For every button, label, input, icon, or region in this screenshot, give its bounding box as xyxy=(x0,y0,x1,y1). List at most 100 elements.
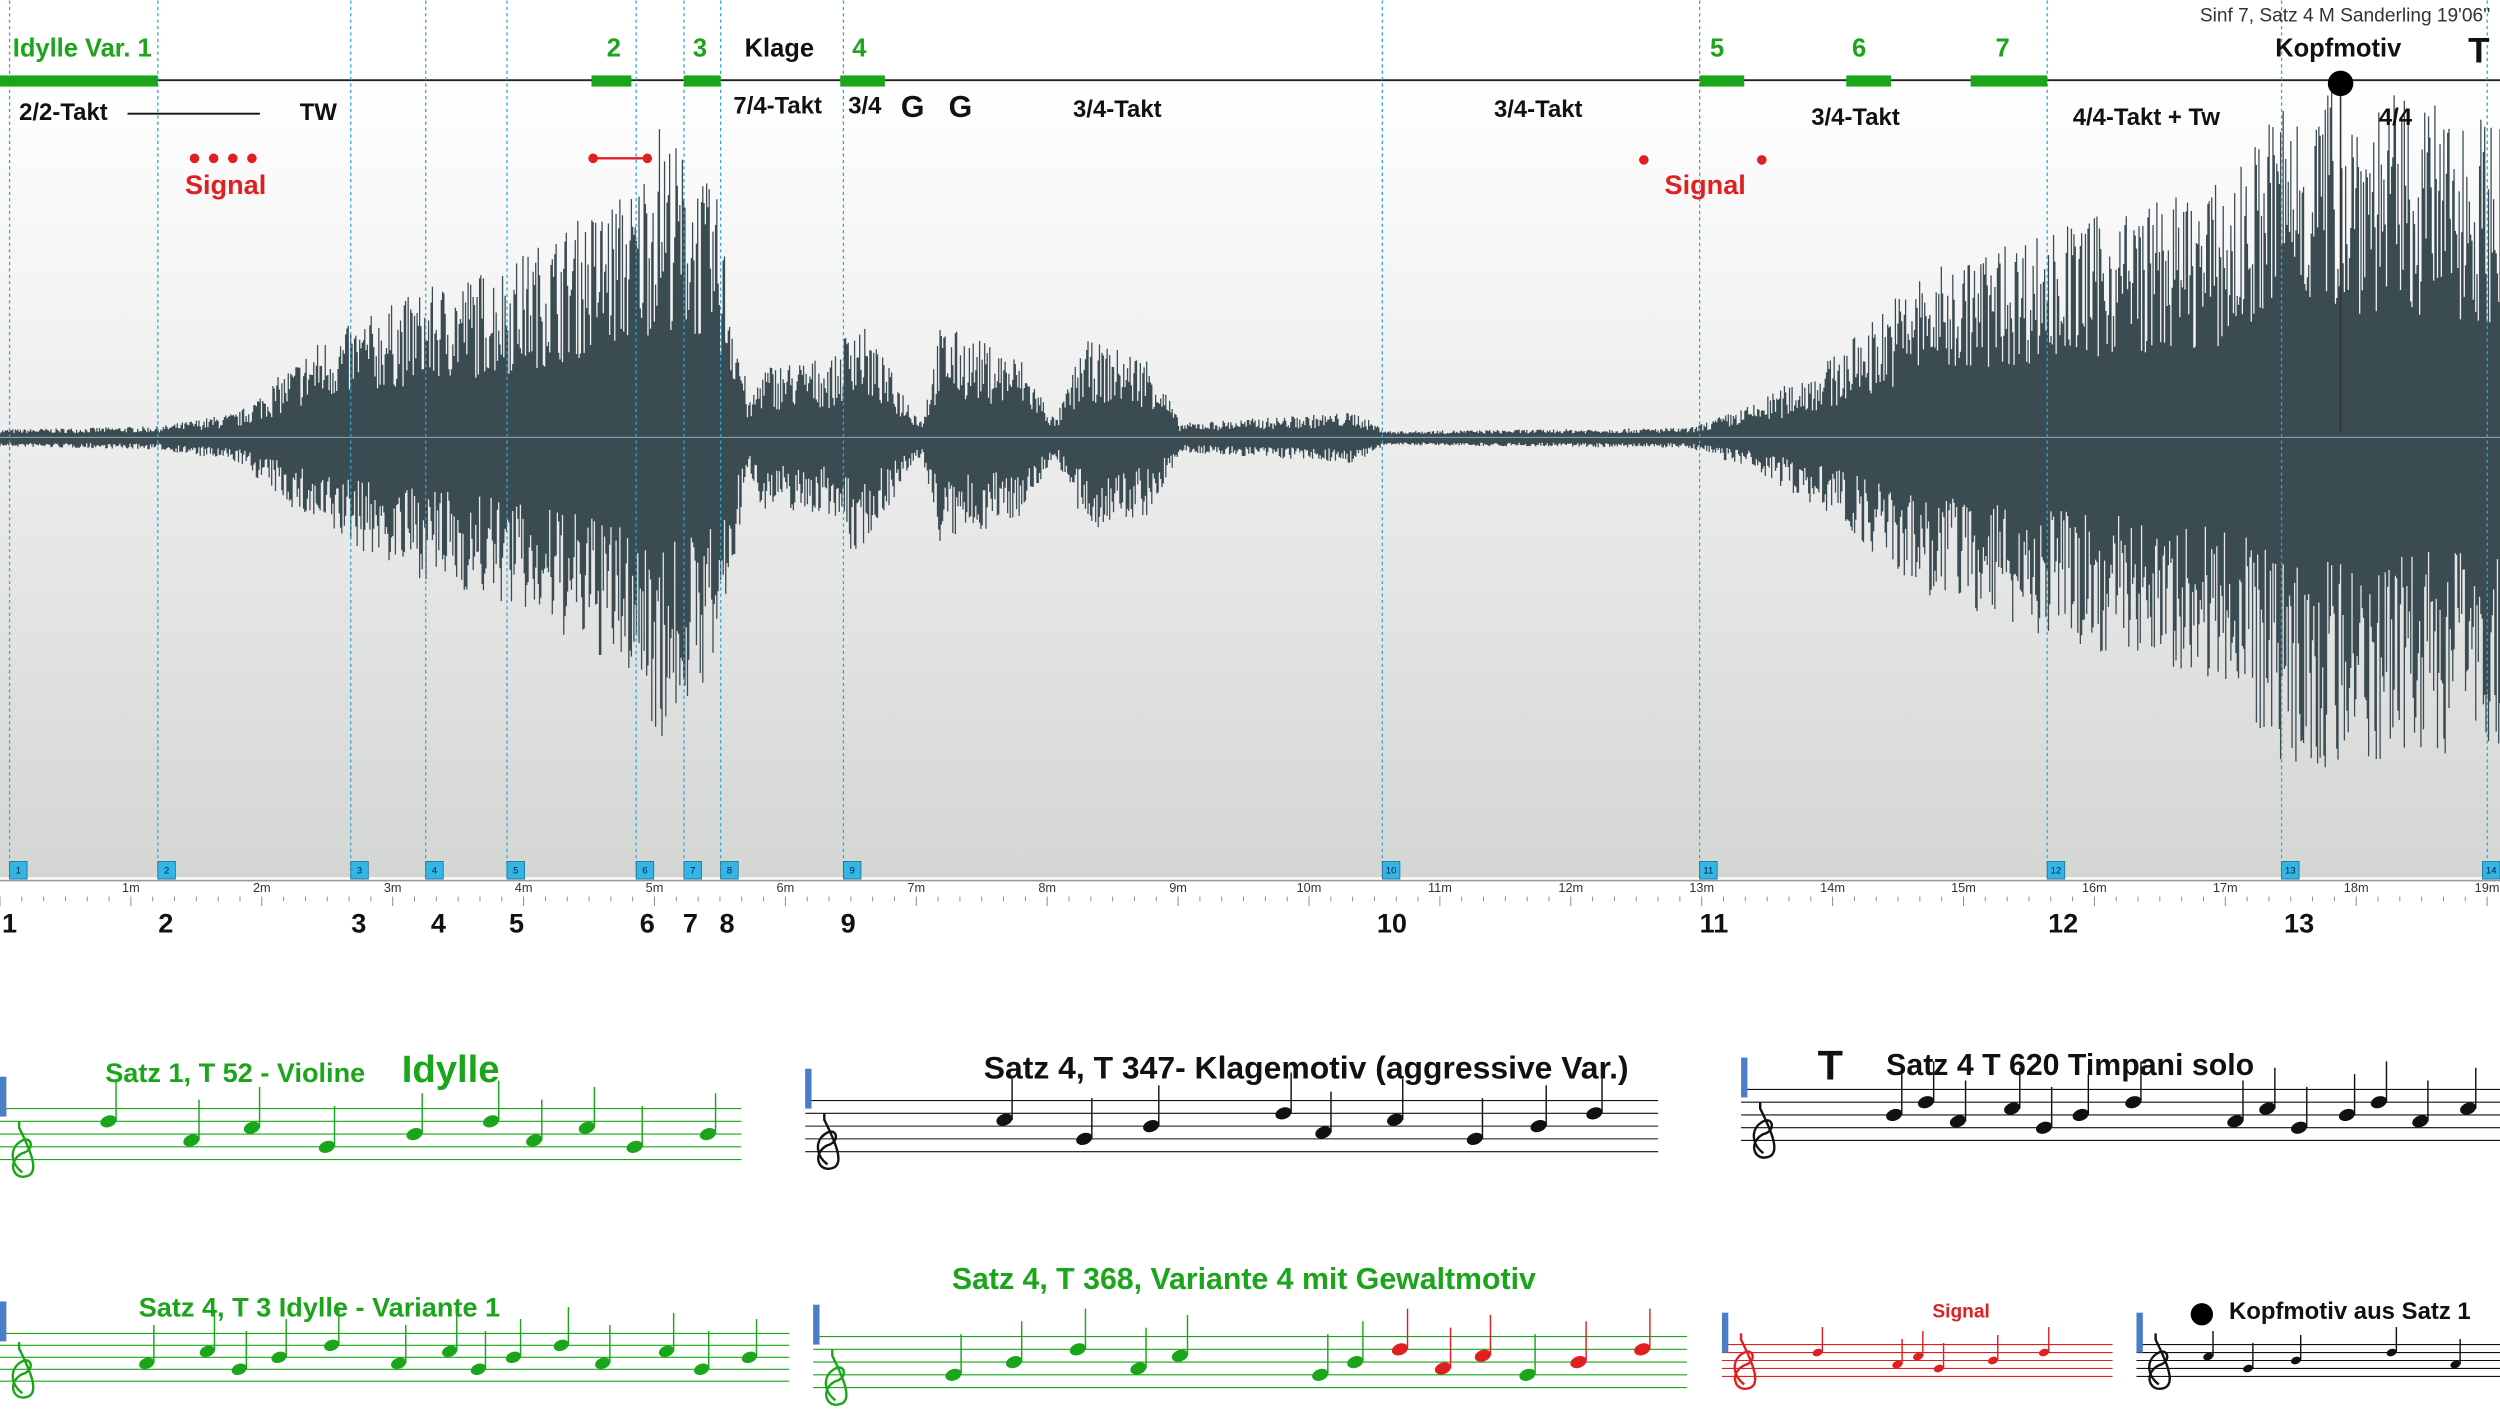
kopf-dot-small xyxy=(2190,1303,2214,1326)
measure-number: 7 xyxy=(683,907,698,938)
measure-number: 3 xyxy=(351,907,366,938)
note-head xyxy=(483,1115,500,1128)
page-tab xyxy=(2136,1312,2143,1353)
note-head xyxy=(2038,1348,2050,1357)
time-label: 10m xyxy=(1297,880,1322,895)
note-head xyxy=(324,1339,340,1352)
clef xyxy=(11,1121,35,1178)
measure-number: 12 xyxy=(2048,907,2078,938)
note-head xyxy=(1586,1107,1603,1120)
meter-label: 3/4-Takt xyxy=(1073,96,1162,123)
example-caption: Satz 1, T 52 - Violine xyxy=(105,1057,365,1088)
meter-label: 3/4-Takt xyxy=(1494,96,1583,123)
note-head xyxy=(1530,1120,1547,1133)
example-caption: T xyxy=(1818,1042,1843,1089)
section-label: 5 xyxy=(1710,35,1724,63)
marker-box xyxy=(1381,861,1401,880)
note-head xyxy=(442,1345,458,1358)
section-bar xyxy=(1846,75,1891,87)
page-tab xyxy=(1741,1057,1748,1098)
note-head xyxy=(183,1134,200,1147)
note-head xyxy=(658,1345,674,1358)
note-head xyxy=(2243,1364,2254,1373)
note-head xyxy=(1913,1352,1924,1361)
section-label: Idylle Var. 1 xyxy=(13,35,152,63)
note-head xyxy=(699,1127,716,1141)
marker-label: 6 xyxy=(642,866,647,877)
note-head xyxy=(693,1363,710,1375)
note-head xyxy=(2227,1115,2244,1128)
note-head xyxy=(1275,1107,1292,1120)
kopf-dot xyxy=(2327,70,2354,97)
note-head xyxy=(100,1115,117,1128)
meter-label: 4/4-Takt + Tw xyxy=(2073,104,2221,131)
page-tab xyxy=(805,1068,812,1109)
section-bar xyxy=(1970,75,2048,87)
page-tab xyxy=(0,1301,7,1342)
marker-label: 4 xyxy=(432,866,438,877)
note-head xyxy=(1634,1343,1651,1356)
note-head xyxy=(2450,1360,2461,1369)
note-head xyxy=(1130,1362,1147,1375)
clef xyxy=(1733,1333,1757,1390)
note-head xyxy=(2386,1348,2397,1357)
note-head xyxy=(2412,1115,2429,1128)
time-label: 16m xyxy=(2082,880,2107,895)
signal-dot xyxy=(227,153,238,164)
note-head xyxy=(1391,1343,1408,1356)
marker-box xyxy=(506,861,525,880)
signal-dot xyxy=(189,153,200,164)
note-head xyxy=(626,1140,643,1153)
marker-label: 8 xyxy=(727,866,732,877)
page-tab xyxy=(0,1076,7,1117)
example-caption: Kopfmotiv aus Satz 1 xyxy=(2229,1298,2471,1325)
meter-label: 2/2-Takt xyxy=(19,99,108,126)
note-head xyxy=(1917,1096,1935,1109)
example-caption: Satz 4 T 620 Timpani solo xyxy=(1886,1049,2254,1082)
note-head xyxy=(391,1357,407,1369)
section-label: 2 xyxy=(607,35,621,63)
marker-box xyxy=(2046,861,2066,880)
marker-label: 7 xyxy=(690,866,695,877)
marker-box xyxy=(2482,861,2500,880)
clef xyxy=(2148,1333,2171,1390)
meter-label: G xyxy=(901,91,925,124)
note-head xyxy=(1434,1362,1451,1375)
time-label: 19m xyxy=(2475,880,2500,895)
note-head xyxy=(2291,1121,2308,1134)
time-label: 8m xyxy=(1038,880,1056,895)
marker-box xyxy=(720,861,739,880)
signal-dot xyxy=(1639,155,1649,165)
page-tab xyxy=(1721,1312,1729,1353)
note-head xyxy=(1171,1349,1188,1362)
section-label: Kopfmotiv xyxy=(2275,35,2402,63)
note-head xyxy=(470,1363,486,1375)
marker-box xyxy=(635,861,655,880)
marker-box xyxy=(2281,861,2300,880)
example-caption: Satz 4, T 3 Idylle - Variante 1 xyxy=(139,1292,500,1323)
clef xyxy=(1752,1102,1776,1159)
note-head xyxy=(1892,1360,1903,1369)
time-label: 13m xyxy=(1689,880,1714,895)
meter-label: G xyxy=(949,91,973,124)
example-caption: Satz 4, T 347- Klagemotiv (aggressive Va… xyxy=(984,1050,1629,1086)
measure-number: 5 xyxy=(509,907,524,938)
note-head xyxy=(1812,1348,1823,1357)
meter-label: TW xyxy=(300,99,338,126)
time-label: 7m xyxy=(907,880,925,895)
note-head xyxy=(199,1345,215,1358)
time-label: 2m xyxy=(253,880,271,895)
marker-label: 12 xyxy=(2051,866,2062,877)
example-caption: Idylle xyxy=(402,1048,500,1091)
note-head xyxy=(1076,1132,1093,1145)
meter-label: 3/4 xyxy=(848,93,882,120)
time-label: 12m xyxy=(1558,880,1583,895)
note-head xyxy=(1474,1349,1491,1362)
time-label: 14m xyxy=(1820,880,1845,895)
meter-label: 3/4-Takt xyxy=(1811,104,1900,131)
note-head xyxy=(139,1357,155,1369)
section-label: 6 xyxy=(1852,35,1866,63)
measure-number: 8 xyxy=(720,907,735,938)
marker-box xyxy=(683,861,702,880)
